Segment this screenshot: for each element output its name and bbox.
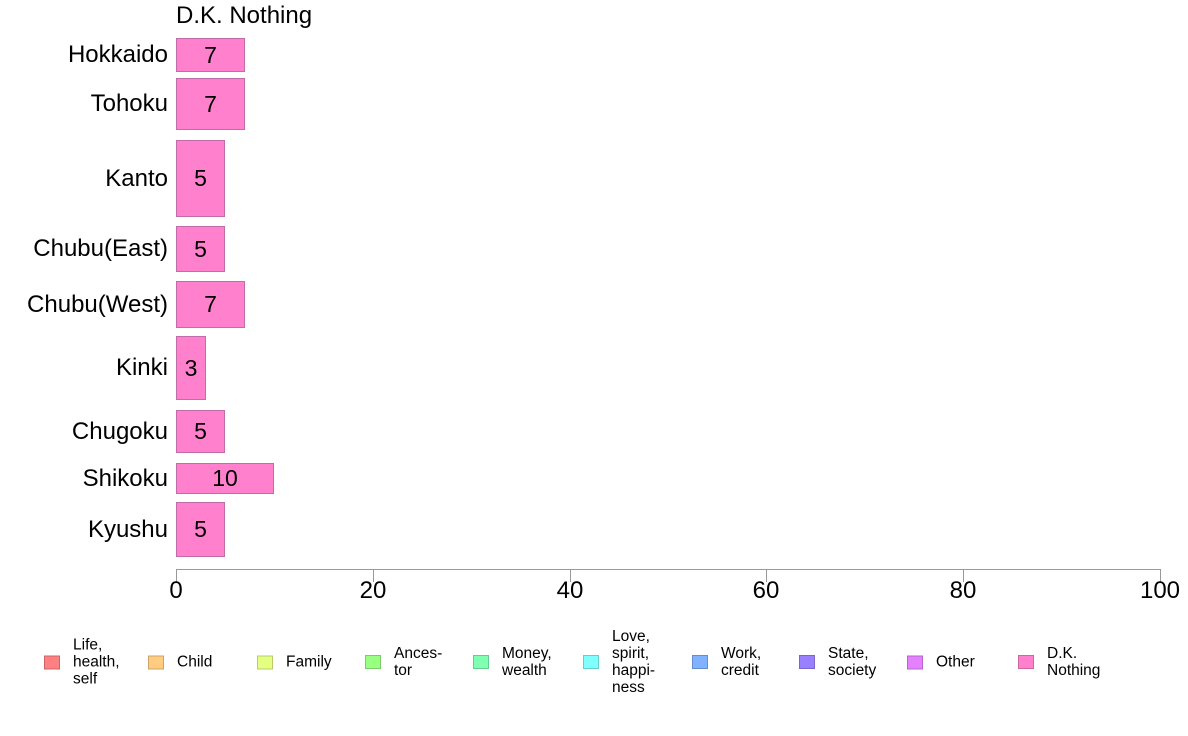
legend-item-ances: Ances- tor <box>365 645 442 679</box>
legend-label-other: Other <box>936 653 975 671</box>
bar-value-chubu-east: 5 <box>194 235 207 262</box>
legend-swatch-child <box>148 655 164 669</box>
x-axis-tick-label-60: 60 <box>752 577 780 604</box>
x-axis-tick-60 <box>766 569 767 582</box>
bar-kinki: 3 <box>176 336 206 400</box>
bar-kanto: 5 <box>176 140 225 217</box>
x-axis-tick-label-0: 0 <box>169 577 183 604</box>
row-label-chubu-west: Chubu(West) <box>27 290 168 318</box>
legend-item-state: State, society <box>799 645 876 679</box>
bar-value-kyushu: 5 <box>194 516 207 542</box>
legend-item-family: Family <box>257 654 332 671</box>
legend-swatch-love <box>583 655 599 669</box>
bar-chugoku: 5 <box>176 410 225 453</box>
x-axis-tick-100 <box>1160 569 1161 582</box>
row-label-tohoku: Tohoku <box>90 90 168 117</box>
bar-value-shikoku: 10 <box>212 465 238 491</box>
bar-value-hokkaido: 7 <box>204 41 217 68</box>
legend-swatch-money <box>473 655 489 669</box>
legend-label-work: Work, credit <box>721 645 762 679</box>
bar-value-kanto: 5 <box>194 165 207 191</box>
row-label-chubu-east: Chubu(East) <box>33 235 168 262</box>
legend-swatch-life <box>44 655 60 669</box>
row-label-kinki: Kinki <box>115 354 168 381</box>
x-axis-tick-80 <box>963 569 964 582</box>
legend-item-money: Money, wealth <box>473 645 552 679</box>
bar-chubu-west: 7 <box>176 281 245 328</box>
row-label-kanto: Kanto <box>105 164 168 192</box>
legend-item-d-k: D.K. Nothing <box>1018 645 1100 679</box>
legend-item-work: Work, credit <box>692 645 761 679</box>
row-label-kyushu: Kyushu <box>87 515 168 543</box>
bar-value-tohoku: 7 <box>204 90 217 117</box>
x-axis-tick-label-40: 40 <box>556 577 584 604</box>
x-axis-tick-40 <box>570 569 571 582</box>
bar-shikoku: 10 <box>176 463 274 494</box>
x-axis-line <box>176 569 1161 570</box>
legend-swatch-d-k <box>1018 655 1034 669</box>
chart-title: D.K. Nothing <box>176 2 313 29</box>
legend-label-d-k: D.K. Nothing <box>1047 645 1101 679</box>
row-label-hokkaido: Hokkaido <box>67 41 168 68</box>
x-axis-tick-20 <box>373 569 374 582</box>
legend-item-child: Child <box>148 654 212 671</box>
legend-swatch-other <box>907 655 923 669</box>
legend-item-life: Life, health, self <box>44 637 120 688</box>
bar-kyushu: 5 <box>176 502 225 557</box>
legend-item-other: Other <box>907 654 975 671</box>
legend-swatch-ances <box>365 655 381 669</box>
legend-label-life: Life, health, self <box>73 636 120 688</box>
legend-label-love: Love, spirit, happi- ness <box>612 628 656 696</box>
legend-swatch-work <box>692 655 708 669</box>
legend-label-family: Family <box>286 653 332 671</box>
x-axis-tick-label-20: 20 <box>359 577 387 604</box>
bar-chubu-east: 5 <box>176 226 225 272</box>
x-axis-tick-0 <box>176 569 177 582</box>
legend-label-state: State, society <box>828 645 877 679</box>
legend-label-ances: Ances- tor <box>394 645 443 679</box>
legend-item-love: Love, spirit, happi- ness <box>583 628 655 696</box>
bar-value-kinki: 3 <box>184 354 198 381</box>
bar-value-chugoku: 5 <box>194 418 207 444</box>
bar-hokkaido: 7 <box>176 38 245 72</box>
bar-value-chubu-west: 7 <box>204 291 217 317</box>
legend-label-money: Money, wealth <box>502 645 552 679</box>
legend-swatch-state <box>799 655 815 669</box>
row-label-chugoku: Chugoku <box>71 417 168 445</box>
row-label-shikoku: Shikoku <box>82 464 168 492</box>
legend-swatch-family <box>257 655 273 669</box>
x-axis-tick-label-80: 80 <box>949 577 977 604</box>
x-axis-tick-label-100: 100 <box>1139 577 1181 604</box>
legend-label-child: Child <box>177 653 213 671</box>
bar-tohoku: 7 <box>176 78 245 130</box>
